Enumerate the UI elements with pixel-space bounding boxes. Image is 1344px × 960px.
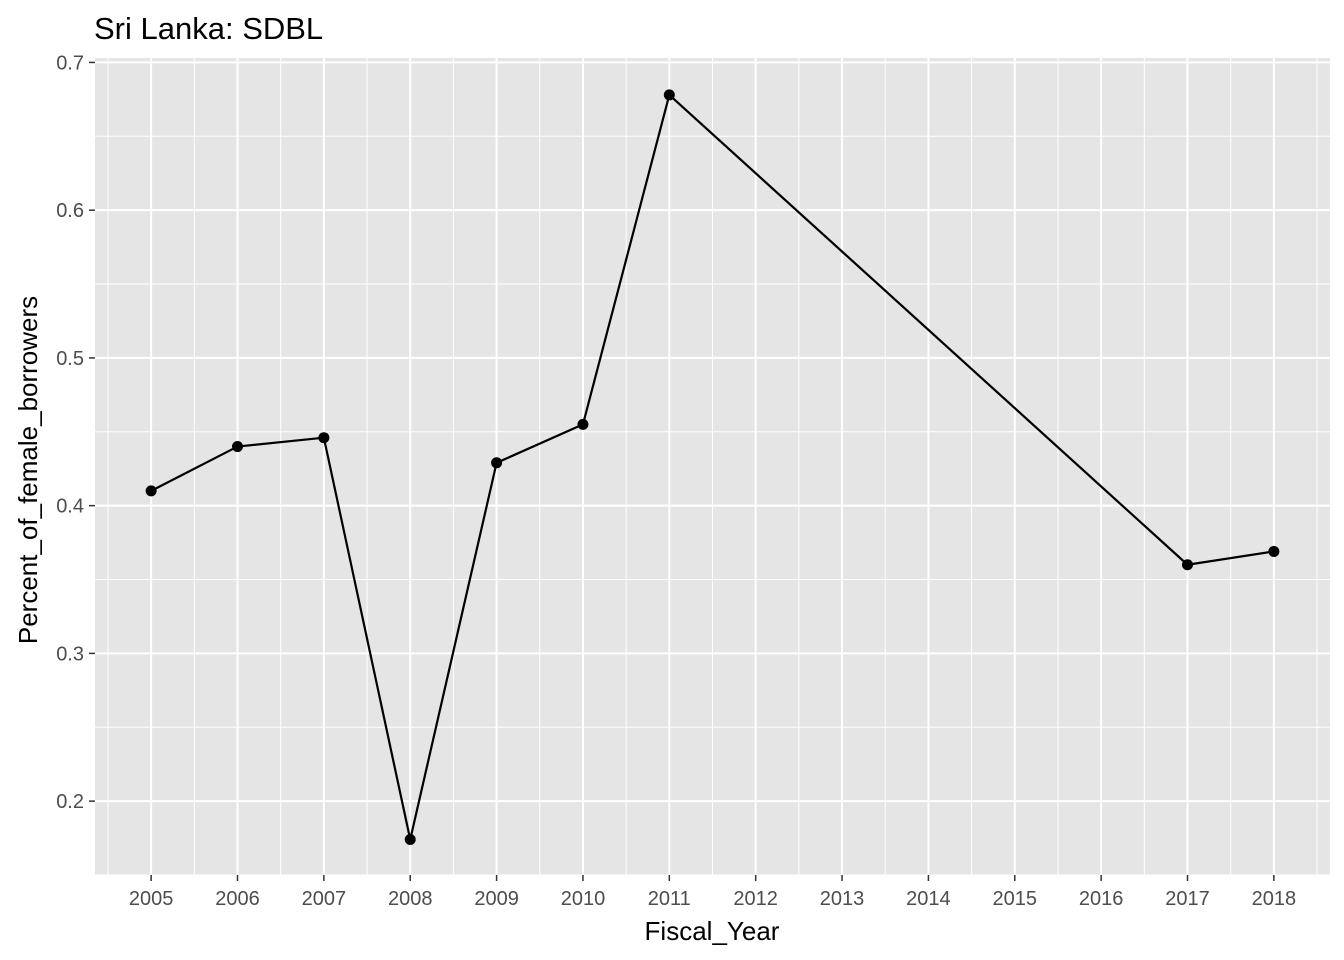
y-tick-label: 0.7 [56, 52, 84, 74]
data-point [577, 418, 589, 430]
major-gridlines [95, 58, 1330, 875]
data-point [404, 834, 416, 846]
x-tick-label: 2014 [906, 888, 951, 910]
x-tick-label: 2008 [388, 888, 433, 910]
y-tick-labels: 0.2 0.3 0.4 0.5 0.6 0.7 [56, 52, 84, 813]
x-tick-label: 2016 [1079, 888, 1124, 910]
data-point [1182, 559, 1193, 571]
x-tick-label: 2017 [1165, 888, 1210, 910]
y-tick-label: 0.5 [56, 348, 84, 370]
x-tick-label: 2010 [561, 888, 606, 910]
x-tick-label: 2011 [648, 888, 691, 910]
axis-ticks [89, 61, 1275, 881]
x-tick-label: 2007 [302, 888, 347, 910]
x-tick-label: 2012 [733, 888, 778, 910]
data-point [145, 485, 157, 497]
data-point [663, 89, 675, 101]
x-tick-label: 2013 [820, 888, 865, 910]
series-points [145, 89, 1280, 846]
x-axis-title: Fiscal_Year [645, 916, 780, 946]
x-tick-label: 2005 [129, 888, 174, 910]
y-tick-label: 0.3 [56, 643, 84, 665]
y-tick-label: 0.6 [56, 200, 84, 222]
x-tick-label: 2009 [474, 888, 519, 910]
data-point [232, 441, 243, 453]
data-point [318, 432, 330, 444]
x-tick-labels: 2005 2006 2007 2008 2009 2010 2011 2012 2013 2014… [129, 888, 1296, 910]
y-axis-title: Percent_of_female_borrowers [13, 296, 43, 644]
x-tick-label: 2018 [1252, 888, 1297, 910]
chart-title: Sri Lanka: SDBL [94, 11, 323, 46]
x-tick-label: 2015 [993, 888, 1038, 910]
data-point [491, 457, 503, 469]
minor-gridlines [95, 58, 1330, 876]
y-tick-label: 0.2 [56, 791, 84, 813]
x-tick-label: 2006 [215, 888, 260, 910]
y-tick-label: 0.4 [56, 496, 84, 518]
data-point [1268, 545, 1280, 557]
